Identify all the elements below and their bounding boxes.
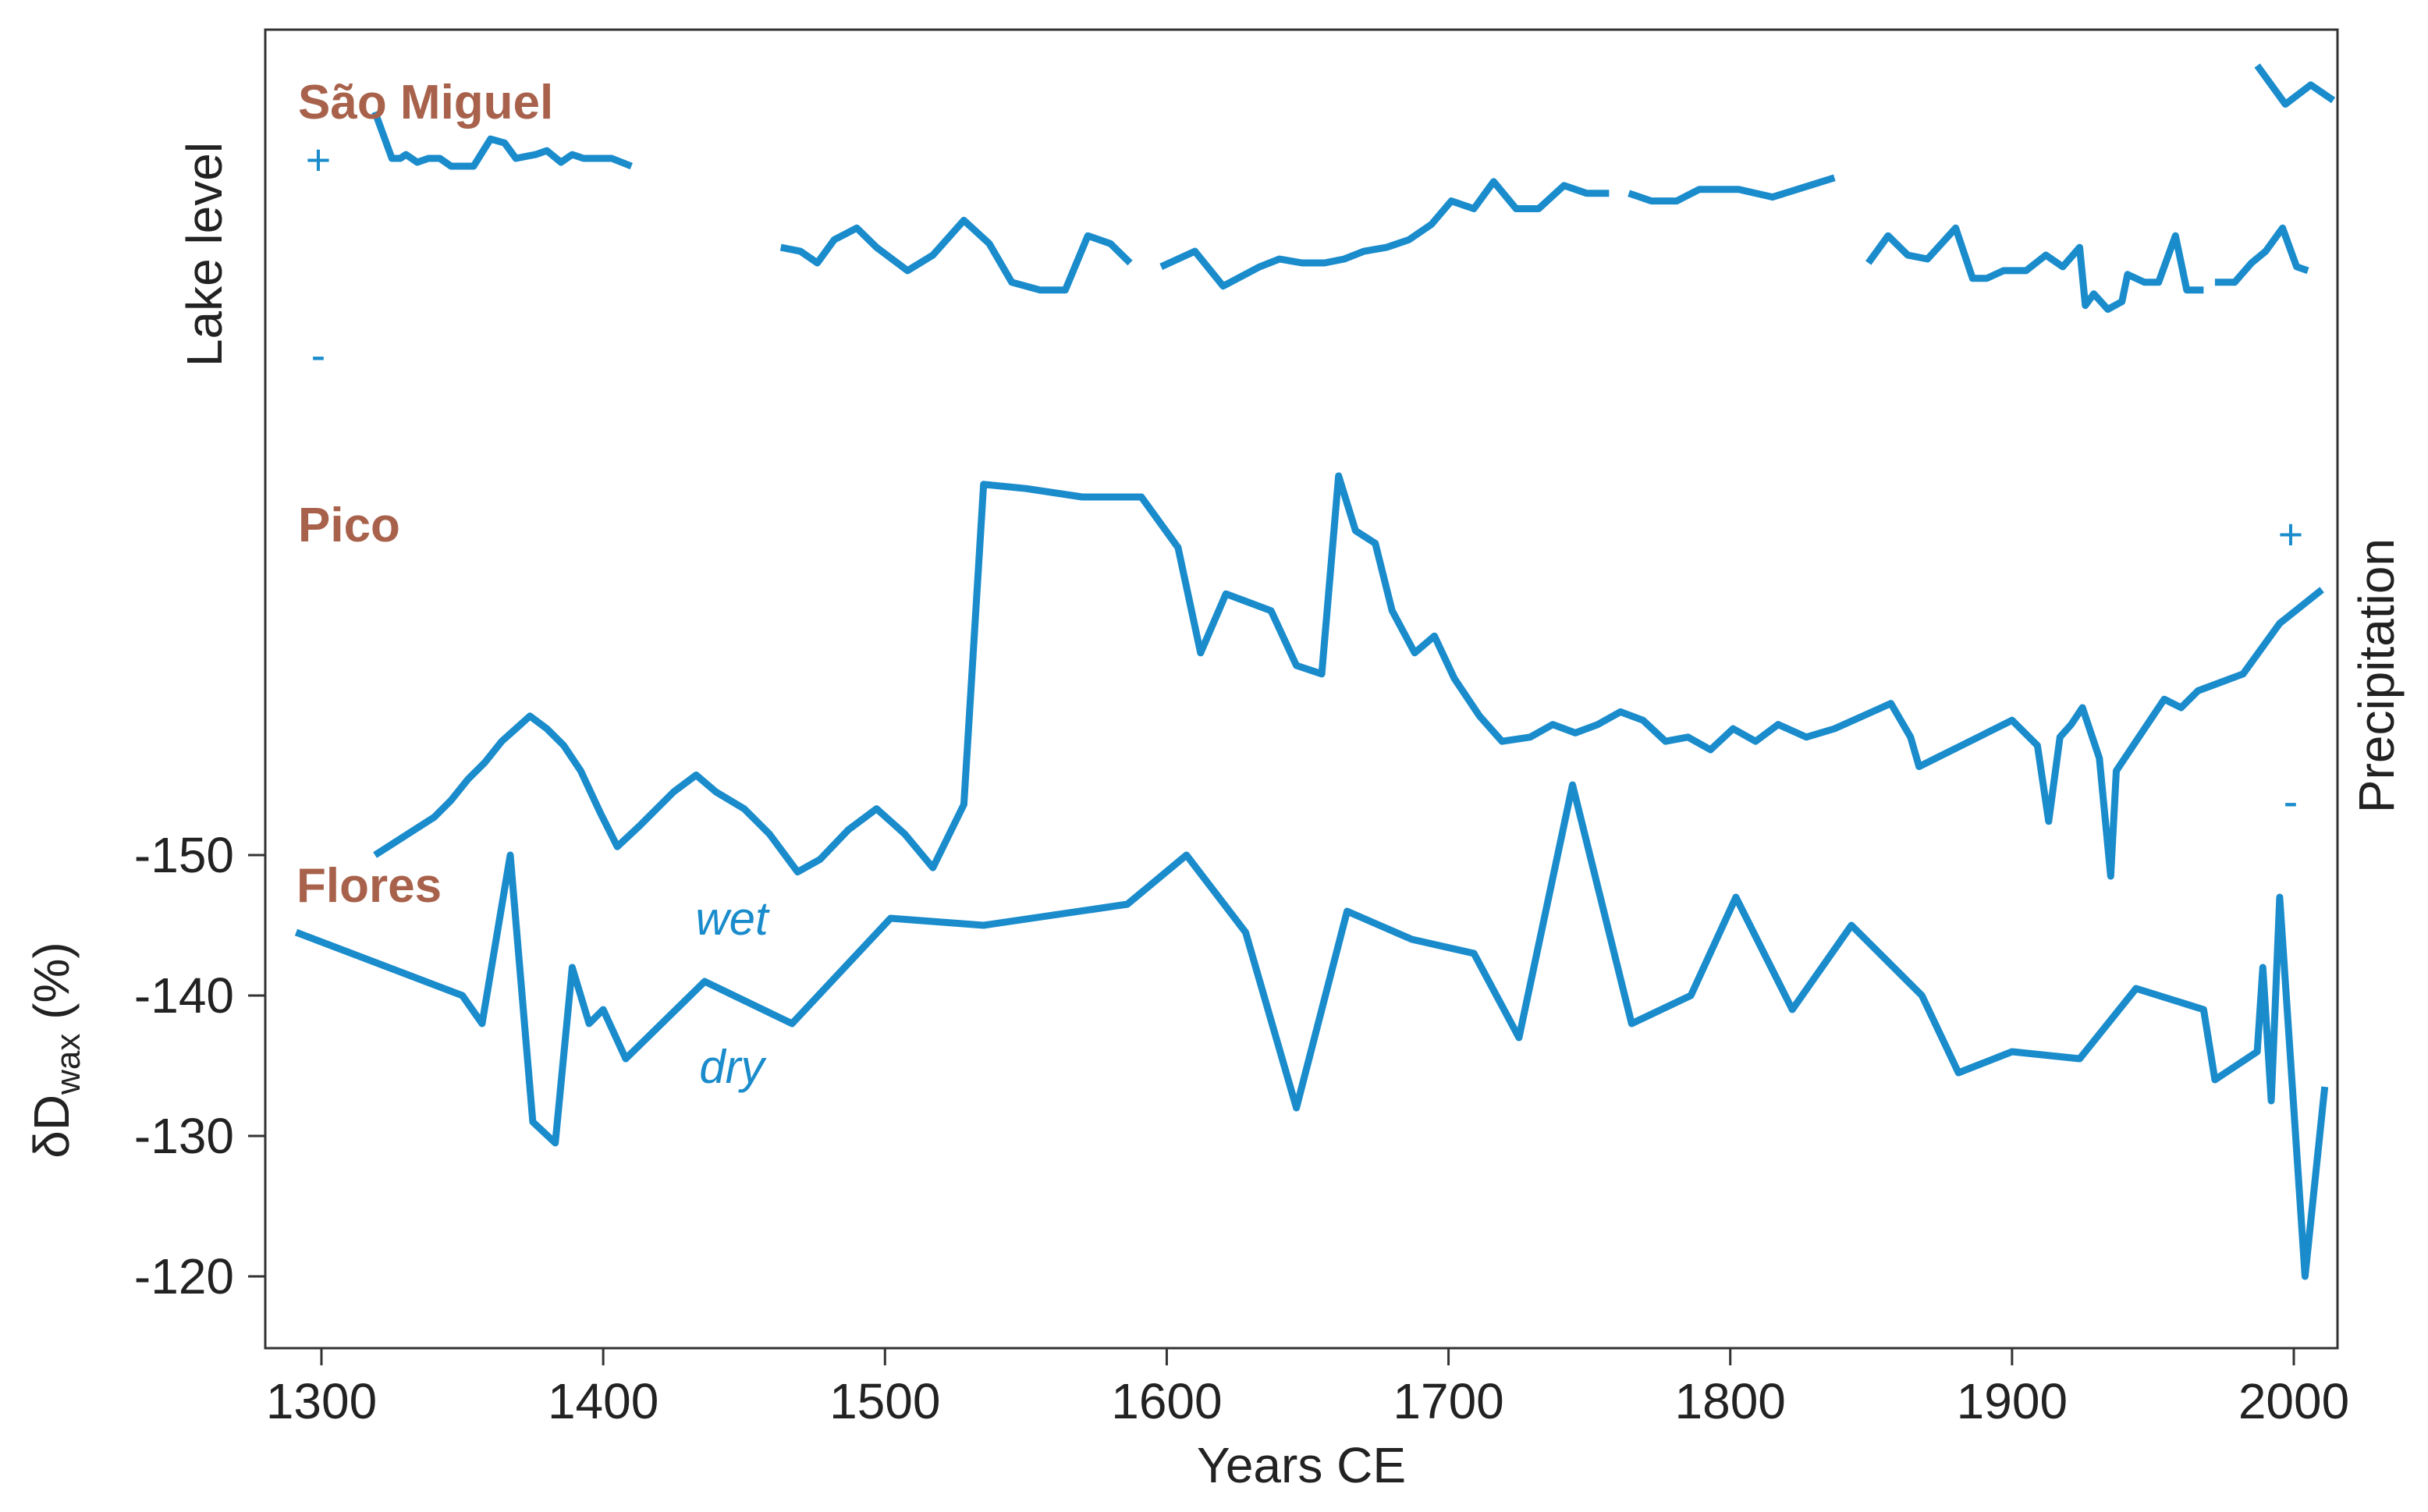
site-label-flores: Flores bbox=[296, 859, 442, 913]
x-tick-label: 1500 bbox=[829, 1373, 940, 1429]
sao-miguel-line-segment-5 bbox=[2214, 224, 2309, 286]
sao-miguel-line-segment-4 bbox=[1865, 224, 2204, 313]
data-lines bbox=[294, 63, 2336, 1280]
y-axis-title: δDwax (%) bbox=[23, 942, 87, 1158]
sao-miguel-line-segment-3 bbox=[1628, 174, 1836, 205]
x-tick-label: 1800 bbox=[1675, 1373, 1786, 1429]
dry-annotation: dry bbox=[699, 1041, 767, 1093]
x-tick-label: 1600 bbox=[1111, 1373, 1222, 1429]
axis-ticks: 1300 1400 1500 1600 1700 1800 1900 2000 -150 -140… bbox=[134, 827, 2349, 1429]
lake-level-plus-marker: + bbox=[306, 135, 332, 184]
y-axis-title-suffix: (%) bbox=[23, 942, 80, 1033]
y-tick-label: -120 bbox=[134, 1248, 234, 1304]
site-label-pico: Pico bbox=[298, 499, 400, 552]
sao-miguel-line-segment-1 bbox=[779, 216, 1133, 294]
sao-miguel-line-segment-0 bbox=[371, 110, 633, 170]
lake-level-minus-marker: - bbox=[311, 330, 326, 379]
x-tick-label: 1300 bbox=[266, 1373, 377, 1429]
y-axis-title-prefix: δD bbox=[23, 1095, 80, 1159]
precipitation-plus-marker: + bbox=[2278, 509, 2304, 559]
y-tick-label: -130 bbox=[134, 1108, 234, 1164]
x-axis-title: Years CE bbox=[1197, 1437, 1406, 1493]
y-tick-label: -150 bbox=[134, 827, 234, 883]
x-tick-label: 1400 bbox=[548, 1373, 658, 1429]
sao-miguel-line-segment-6 bbox=[2254, 63, 2336, 108]
precipitation-minus-marker: - bbox=[2284, 776, 2298, 825]
x-tick-label: 2000 bbox=[2238, 1373, 2349, 1429]
y-tick-label: -140 bbox=[134, 967, 234, 1024]
plot-frame bbox=[264, 28, 2339, 1350]
precipitation-axis-title: Precipitation bbox=[2348, 538, 2405, 813]
wet-annotation: wet bbox=[695, 893, 770, 945]
x-tick-label: 1700 bbox=[1393, 1373, 1503, 1429]
sao-miguel-line-segment-2 bbox=[1159, 178, 1610, 290]
lake-level-axis-title: Lake level bbox=[176, 142, 233, 367]
pico-line-segment-0 bbox=[373, 472, 2324, 880]
x-tick-label: 1900 bbox=[1957, 1373, 2068, 1429]
y-axis-title-sub: wax bbox=[49, 1034, 87, 1095]
flores-line-0 bbox=[294, 781, 2329, 1280]
site-label-sao-miguel: São Miguel bbox=[298, 76, 553, 130]
